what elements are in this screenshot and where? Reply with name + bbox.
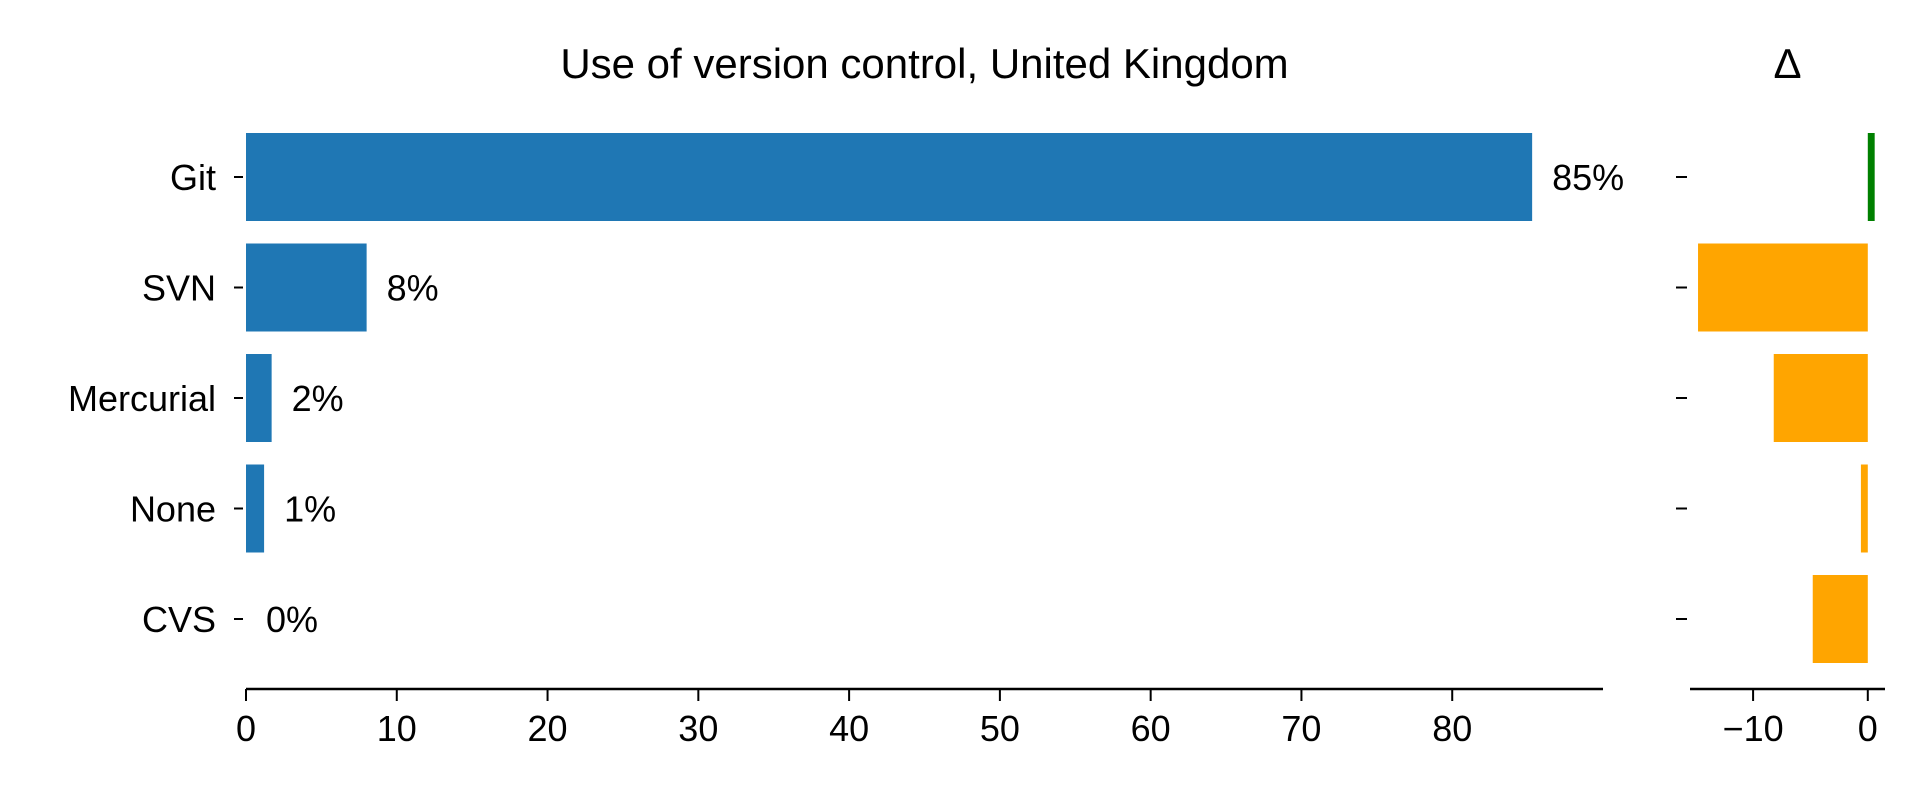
- x-tick-label: 0: [236, 708, 256, 749]
- x-tick-label: 20: [528, 708, 568, 749]
- x-tick-label: 70: [1281, 708, 1321, 749]
- bar-git: [246, 133, 1533, 221]
- value-label-cvs: 0%: [266, 599, 318, 640]
- delta-bar-git: [1867, 133, 1875, 221]
- delta-x-tick-label: 0: [1858, 708, 1878, 749]
- value-label-svn: 8%: [387, 268, 439, 309]
- category-label-svn: SVN: [142, 268, 216, 309]
- x-tick-label: 50: [980, 708, 1020, 749]
- delta-x-tick-label: −10: [1723, 708, 1784, 749]
- bar-none: [246, 464, 265, 553]
- delta-chart-title: Δ: [1773, 40, 1801, 87]
- category-label-cvs: CVS: [142, 599, 216, 640]
- delta-bar-none: [1860, 464, 1868, 553]
- delta-bar-mercurial: [1773, 354, 1868, 442]
- bar-svn: [246, 243, 367, 332]
- delta-bar-cvs: [1812, 575, 1868, 663]
- value-label-git: 85%: [1552, 157, 1624, 198]
- delta-bar-svn: [1698, 243, 1868, 332]
- x-tick-label: 80: [1432, 708, 1472, 749]
- value-label-none: 1%: [284, 489, 336, 530]
- value-label-mercurial: 2%: [292, 378, 344, 419]
- category-label-mercurial: Mercurial: [68, 378, 216, 419]
- category-label-none: None: [130, 489, 216, 530]
- bar-mercurial: [246, 354, 272, 442]
- x-tick-label: 60: [1131, 708, 1171, 749]
- category-label-git: Git: [170, 157, 216, 198]
- main-chart-title: Use of version control, United Kingdom: [560, 40, 1288, 87]
- x-tick-label: 40: [829, 708, 869, 749]
- x-tick-label: 30: [678, 708, 718, 749]
- x-tick-label: 10: [377, 708, 417, 749]
